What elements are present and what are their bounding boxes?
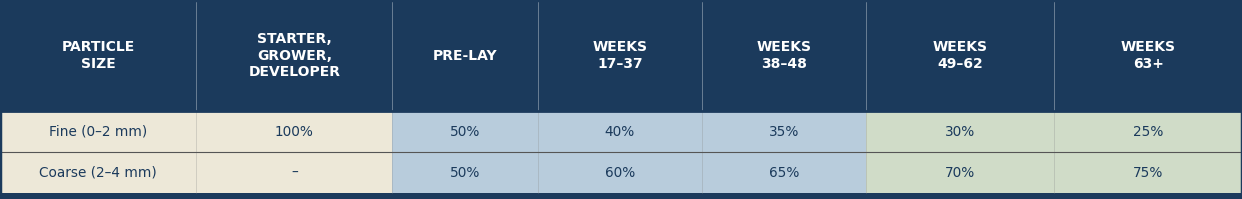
Text: 60%: 60% xyxy=(605,166,635,180)
Text: WEEKS
38–48: WEEKS 38–48 xyxy=(756,40,811,71)
Text: STARTER,
GROWER,
DEVELOPER: STARTER, GROWER, DEVELOPER xyxy=(248,32,340,79)
Text: 50%: 50% xyxy=(450,125,481,139)
Text: 30%: 30% xyxy=(945,125,975,139)
Text: PRE-LAY: PRE-LAY xyxy=(432,49,498,63)
Bar xyxy=(196,111,392,152)
Text: 50%: 50% xyxy=(450,166,481,180)
Bar xyxy=(196,152,392,193)
Text: 100%: 100% xyxy=(274,125,314,139)
Bar xyxy=(866,111,1054,152)
Text: 40%: 40% xyxy=(605,125,635,139)
Bar xyxy=(538,0,702,111)
Bar xyxy=(702,0,866,111)
Bar xyxy=(0,111,196,152)
Bar xyxy=(1054,0,1242,111)
Bar xyxy=(866,0,1054,111)
Bar xyxy=(0,0,196,111)
Bar xyxy=(866,152,1054,193)
Bar xyxy=(702,111,866,152)
Text: 25%: 25% xyxy=(1133,125,1164,139)
Bar xyxy=(392,111,538,152)
Bar xyxy=(702,152,866,193)
Text: 65%: 65% xyxy=(769,166,799,180)
Text: –: – xyxy=(291,166,298,180)
Text: Fine (0–2 mm): Fine (0–2 mm) xyxy=(48,125,148,139)
Text: WEEKS
17–37: WEEKS 17–37 xyxy=(592,40,647,71)
Text: WEEKS
63+: WEEKS 63+ xyxy=(1120,40,1176,71)
Text: 70%: 70% xyxy=(945,166,975,180)
Text: PARTICLE
SIZE: PARTICLE SIZE xyxy=(62,40,134,71)
Text: Coarse (2–4 mm): Coarse (2–4 mm) xyxy=(40,166,156,180)
Bar xyxy=(392,0,538,111)
Bar xyxy=(1054,152,1242,193)
Bar xyxy=(0,152,196,193)
Text: 35%: 35% xyxy=(769,125,799,139)
Text: WEEKS
49–62: WEEKS 49–62 xyxy=(933,40,987,71)
Bar xyxy=(1054,111,1242,152)
Bar xyxy=(538,111,702,152)
Bar xyxy=(538,152,702,193)
Text: 75%: 75% xyxy=(1133,166,1164,180)
Bar xyxy=(392,152,538,193)
Bar xyxy=(196,0,392,111)
Bar xyxy=(0,193,1242,199)
